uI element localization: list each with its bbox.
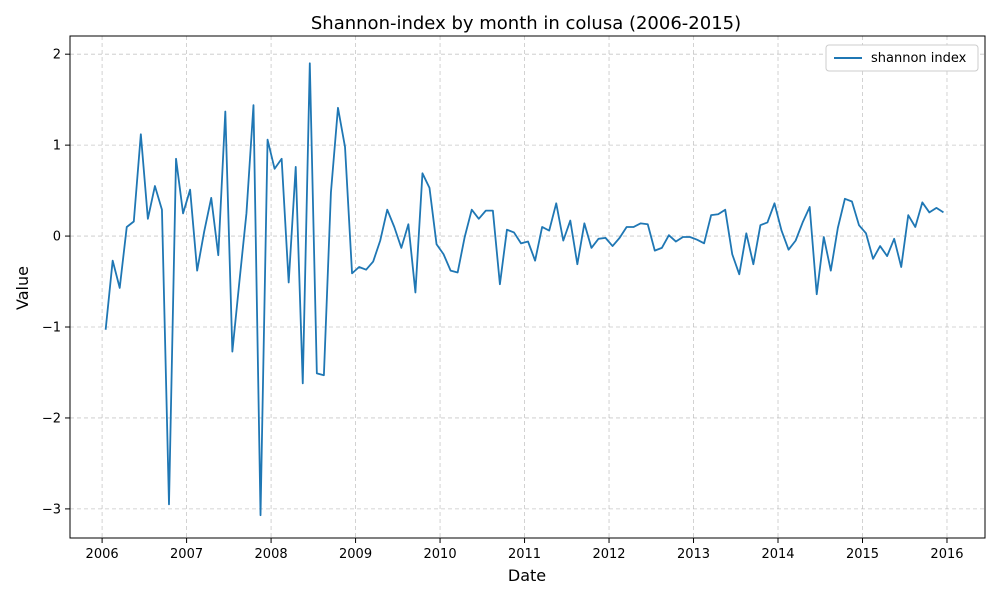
legend-label: shannon index: [871, 51, 967, 66]
y-tick-label: 0: [53, 230, 61, 245]
x-tick-label: 2011: [508, 547, 541, 562]
x-tick-label: 2015: [846, 547, 879, 562]
y-tick-label: −3: [42, 502, 61, 517]
x-tick-label: 2010: [424, 547, 457, 562]
x-tick-label: 2016: [930, 547, 963, 562]
x-tick-label: 2014: [761, 547, 794, 562]
y-tick-label: −1: [42, 321, 61, 336]
y-axis: −3 −2 −1 0 1 2: [42, 48, 70, 517]
y-tick-label: 2: [53, 48, 61, 63]
x-tick-label: 2008: [255, 547, 288, 562]
grid: [70, 36, 985, 538]
x-tick-label: 2012: [592, 547, 625, 562]
chart-title: Shannon-index by month in colusa (2006-2…: [311, 13, 741, 34]
legend: shannon index: [825, 44, 979, 72]
series-line: [104, 62, 944, 517]
y-tick-label: −2: [42, 411, 61, 426]
x-axis-label: Date: [508, 566, 546, 585]
legend-box: [825, 44, 979, 72]
x-tick-label: 2009: [339, 547, 372, 562]
x-tick-label: 2007: [170, 547, 203, 562]
plot-area: [104, 62, 944, 517]
x-axis: 2006 2007 2008 2009 2010 2011 2012 2013 2014 2015…: [86, 538, 964, 562]
y-axis-label: Value: [13, 266, 32, 310]
x-tick-label: 2013: [677, 547, 710, 562]
x-tick-label: 2006: [86, 547, 119, 562]
plot-frame: [69, 35, 986, 539]
y-tick-label: 1: [53, 139, 61, 154]
